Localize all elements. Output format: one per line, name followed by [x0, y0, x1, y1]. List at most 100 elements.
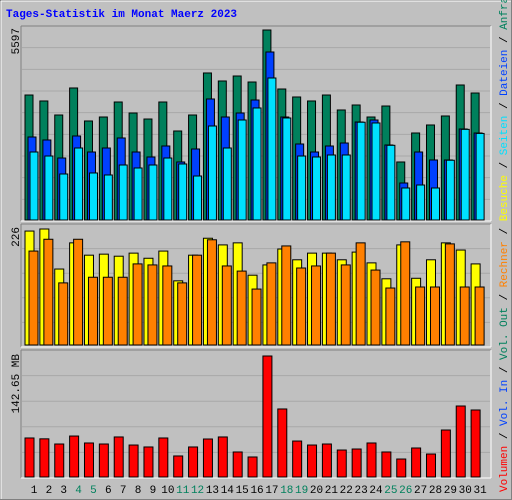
bar — [312, 156, 322, 221]
chart-title: Tages-Statistik im Monat Maerz 2023 — [6, 9, 237, 21]
bar — [366, 442, 377, 478]
bar — [43, 238, 54, 346]
x-tick-label: 27 — [414, 485, 427, 497]
legend-entry: Vol. Out — [499, 307, 511, 360]
bar — [455, 405, 466, 478]
bar — [321, 443, 332, 478]
bar — [396, 458, 407, 478]
bar — [429, 286, 440, 346]
bar — [98, 443, 109, 478]
legend-entry: Rechner — [499, 241, 511, 287]
bar — [28, 250, 39, 346]
bar — [24, 437, 35, 478]
bar — [356, 121, 366, 221]
x-tick-label: 14 — [221, 485, 235, 497]
bar — [425, 453, 436, 478]
legend-separator: / — [499, 155, 511, 175]
bar — [162, 265, 173, 346]
bar — [381, 451, 392, 478]
bar — [411, 447, 422, 478]
legend-entry: Volumen — [499, 446, 511, 492]
x-tick-label: 15 — [236, 485, 249, 497]
x-tick-label: 12 — [191, 485, 204, 497]
legend-entry: Seiten — [499, 116, 511, 156]
bar — [247, 456, 258, 478]
x-tick-label: 7 — [120, 485, 127, 497]
bar — [177, 282, 188, 346]
legend-entry: Vol. In — [499, 380, 511, 426]
y-tick-label: 142.65 MB — [11, 354, 23, 414]
legend-entry: Besuche — [499, 175, 511, 221]
bar — [221, 265, 232, 346]
bar — [207, 125, 217, 221]
bar — [296, 267, 307, 346]
bar — [58, 282, 69, 346]
bar — [459, 286, 470, 346]
bar — [371, 122, 381, 221]
y-tick-label: 5597 — [11, 28, 23, 54]
bar — [222, 147, 232, 221]
legend-entry: Dateien — [499, 50, 511, 96]
bar — [163, 157, 173, 221]
bar — [236, 270, 247, 346]
bar — [340, 264, 351, 346]
bar — [232, 451, 243, 478]
x-tick-label: 30 — [459, 485, 472, 497]
legend-entry: Anfragen — [499, 0, 511, 30]
bar — [88, 172, 98, 221]
bar — [460, 128, 470, 221]
x-tick-label: 6 — [105, 485, 112, 497]
bar — [266, 262, 277, 346]
bar — [54, 443, 65, 478]
bar — [355, 242, 366, 346]
bar — [173, 455, 184, 478]
bar — [192, 254, 203, 346]
legend-separator: / — [499, 30, 511, 50]
x-tick-label: 26 — [399, 485, 412, 497]
bar — [386, 144, 396, 221]
x-tick-label: 25 — [384, 485, 397, 497]
bar — [143, 446, 154, 478]
bar — [251, 288, 262, 346]
x-tick-label: 9 — [150, 485, 157, 497]
x-tick-label: 31 — [473, 485, 487, 497]
bar — [326, 154, 336, 221]
bar — [267, 77, 277, 221]
bar — [445, 159, 455, 221]
x-tick-label: 4 — [75, 485, 82, 497]
x-tick-label: 24 — [369, 485, 383, 497]
bar — [252, 107, 262, 221]
legend-separator: / — [499, 426, 511, 446]
bar — [59, 173, 69, 221]
bar — [416, 184, 426, 221]
bar — [83, 442, 94, 478]
x-tick-label: 1 — [31, 485, 38, 497]
bar — [415, 286, 426, 346]
legend-text: Volumen / Vol. In / Vol. Out / Rechner /… — [499, 0, 511, 492]
bar — [430, 187, 440, 221]
x-tick-label: 20 — [310, 485, 323, 497]
bar — [118, 164, 128, 221]
x-tick-label: 11 — [176, 485, 190, 497]
legend-separator: / — [499, 360, 511, 380]
bar — [132, 263, 143, 346]
bar — [470, 409, 481, 478]
bar — [444, 243, 455, 346]
bar — [351, 448, 362, 478]
bar — [217, 436, 228, 478]
x-tick-label: 19 — [295, 485, 308, 497]
legend-separator: / — [499, 96, 511, 116]
x-tick-label: 5 — [90, 485, 97, 497]
x-tick-label: 17 — [265, 485, 278, 497]
x-tick-label: 28 — [429, 485, 442, 497]
bar — [292, 440, 303, 478]
bar — [128, 444, 139, 478]
y-tick-label: 226 — [11, 227, 23, 247]
bar — [474, 286, 485, 346]
bar — [475, 132, 485, 221]
bar — [400, 241, 411, 346]
bar — [113, 436, 124, 478]
bar — [73, 238, 84, 346]
bar — [262, 355, 273, 478]
bar — [147, 264, 158, 346]
